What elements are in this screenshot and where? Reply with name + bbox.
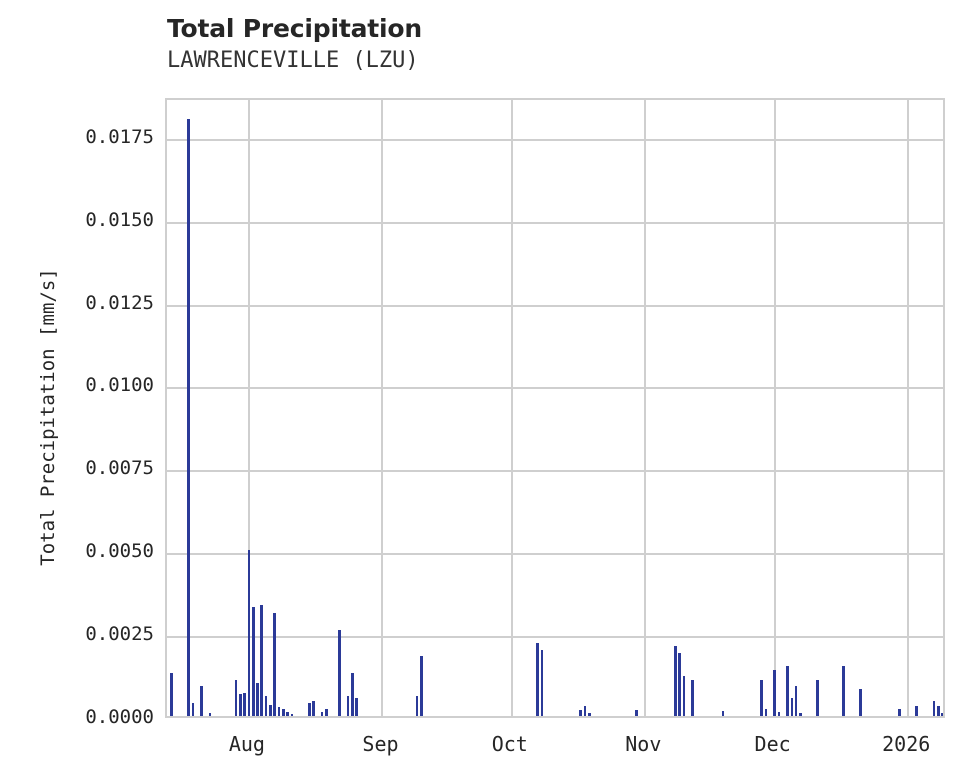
bar xyxy=(579,710,583,716)
bar xyxy=(350,672,354,716)
bar xyxy=(320,712,324,716)
x-tick-label: Oct xyxy=(491,732,528,756)
gridline-vertical xyxy=(247,100,250,716)
bar xyxy=(932,701,936,716)
bar xyxy=(790,697,794,716)
gridline-horizontal xyxy=(167,138,943,141)
bar xyxy=(587,713,591,716)
bar xyxy=(338,629,341,716)
bar xyxy=(773,669,776,716)
bar xyxy=(264,696,268,716)
y-tick-label: 0.0125 xyxy=(85,291,154,314)
y-axis-tick-labels: 0.0000 0.0025 0.0050 0.0075 0.0100 0.0125 0.01… xyxy=(0,0,154,780)
bar xyxy=(794,686,798,716)
title-block: Total Precipitation LAWRENCEVILLE (LZU) xyxy=(167,14,867,75)
bar xyxy=(799,712,802,716)
bar xyxy=(251,606,255,716)
bar xyxy=(256,682,259,716)
bar xyxy=(682,676,686,716)
bar xyxy=(915,706,919,716)
bar xyxy=(764,709,768,716)
bar xyxy=(312,701,315,716)
bar xyxy=(419,656,423,716)
bar xyxy=(674,646,677,716)
x-tick-label: 2026 xyxy=(882,732,931,756)
bar xyxy=(760,679,764,716)
bar xyxy=(234,679,238,716)
bar xyxy=(260,604,264,716)
bar xyxy=(346,696,350,716)
bar xyxy=(187,119,190,716)
x-tick-label: Aug xyxy=(228,732,265,756)
gridline-horizontal xyxy=(167,636,943,639)
y-tick-label: 0.0150 xyxy=(85,208,154,231)
chart-subtitle: LAWRENCEVILLE (LZU) xyxy=(167,48,419,73)
bar xyxy=(277,706,281,716)
gridline-horizontal xyxy=(167,304,943,307)
bar xyxy=(191,702,195,716)
bar xyxy=(941,713,943,716)
bar xyxy=(635,710,639,716)
bar xyxy=(282,709,285,716)
bar xyxy=(307,702,311,716)
bar xyxy=(898,709,901,716)
gridline-vertical xyxy=(381,100,384,716)
bar xyxy=(816,679,820,716)
bar xyxy=(777,712,781,716)
bar xyxy=(325,708,328,716)
bar xyxy=(355,697,358,716)
bar xyxy=(937,706,940,716)
x-axis-tick-labels: Aug Sep Oct Nov Dec 2026 xyxy=(0,732,980,772)
gridline-vertical xyxy=(907,100,910,716)
y-tick-label: 0.0050 xyxy=(85,540,154,563)
x-tick-label: Nov xyxy=(625,732,662,756)
bar xyxy=(583,706,587,716)
bar xyxy=(200,686,203,716)
chart-title: Total Precipitation xyxy=(167,14,422,43)
bar xyxy=(842,666,845,716)
gridline-vertical xyxy=(773,100,776,716)
bar xyxy=(243,692,246,716)
bar xyxy=(786,666,789,716)
gridline-horizontal xyxy=(167,470,943,473)
gridline-vertical xyxy=(510,100,513,716)
y-tick-label: 0.0100 xyxy=(85,374,154,397)
y-tick-label: 0.0025 xyxy=(85,623,154,646)
y-tick-label: 0.0075 xyxy=(85,457,154,480)
y-tick-label: 0.0175 xyxy=(85,125,154,148)
x-tick-label: Dec xyxy=(754,732,791,756)
bar xyxy=(540,649,544,716)
bar xyxy=(169,672,173,716)
gridline-vertical xyxy=(644,100,647,716)
y-tick-label: 0.0000 xyxy=(85,706,154,728)
gridline-horizontal xyxy=(167,553,943,556)
bar xyxy=(678,653,682,716)
bar xyxy=(536,643,539,716)
bar xyxy=(269,705,272,716)
bar xyxy=(290,714,294,716)
bar xyxy=(721,711,725,716)
bar xyxy=(415,696,419,716)
bar xyxy=(247,550,251,716)
bar xyxy=(286,712,289,716)
plot-area xyxy=(165,98,945,718)
bar xyxy=(691,679,695,716)
gridline-horizontal xyxy=(167,387,943,390)
x-tick-label: Sep xyxy=(362,732,399,756)
gridline-horizontal xyxy=(167,221,943,224)
bar xyxy=(273,613,277,716)
bar xyxy=(238,694,242,716)
bar xyxy=(208,712,212,716)
bar xyxy=(859,689,863,716)
